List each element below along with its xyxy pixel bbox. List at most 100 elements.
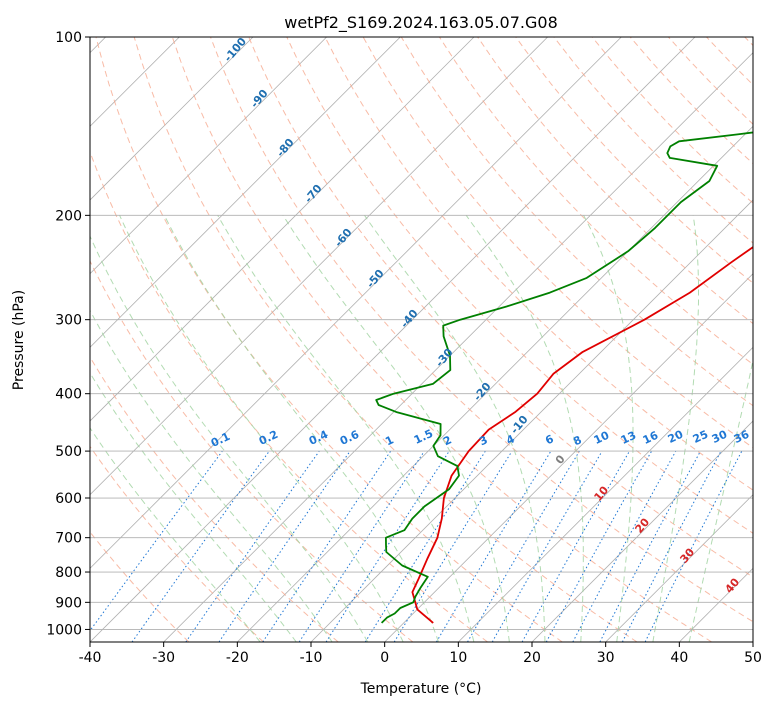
mixing-ratio-line <box>572 450 677 642</box>
dry-adiabat-line <box>90 531 190 642</box>
dewpoint-profile-line <box>375 131 753 624</box>
mixing-ratio-label: 0.6 <box>338 428 361 448</box>
dry-adiabat-line <box>210 37 753 623</box>
mixing-ratio-line <box>435 450 552 642</box>
mixing-ratio-label: 25 <box>691 428 710 446</box>
mixing-ratio-label: 0.2 <box>257 428 280 448</box>
dry-adiabat-label: 30 <box>677 545 697 565</box>
mixing-ratio-line <box>298 450 425 642</box>
mixing-ratio-line <box>90 450 223 632</box>
isotherm-line <box>605 494 753 642</box>
x-axis: -40 -30 -20 -10 0 10 20 30 40 50 <box>79 642 762 666</box>
x-tick-label: -40 <box>79 650 102 666</box>
dry-adiabat-line <box>324 37 753 491</box>
x-tick-label: -20 <box>226 650 249 666</box>
isotherm-line <box>90 37 254 201</box>
isotherm-line <box>90 37 622 569</box>
moist-adiabat-line <box>119 215 404 642</box>
moist-adiabat-line <box>90 309 333 642</box>
moist-adiabat-line <box>465 215 584 642</box>
isotherm-line <box>163 52 753 642</box>
mixing-ratio-line <box>262 450 392 642</box>
moist-adiabat-line <box>583 215 634 642</box>
dry-adiabat-line <box>515 37 753 284</box>
x-tick-label: 40 <box>670 650 688 666</box>
mixing-ratio-label: 16 <box>641 429 661 447</box>
plot-frame <box>89 36 754 643</box>
isotherm-line <box>90 37 327 275</box>
mixing-ratio-label: 30 <box>710 428 730 446</box>
mixing-ratio-label: 0.4 <box>307 428 330 448</box>
mixing-ratio-line <box>218 450 351 642</box>
dry-adiabat-line <box>553 37 753 244</box>
dry-adiabat-line <box>286 37 753 534</box>
dry-adiabat-label: 0 <box>553 452 568 466</box>
moist-adiabat-line <box>652 215 699 642</box>
dry-adiabat-label: 20 <box>632 515 652 535</box>
moist-adiabat-line <box>90 235 369 642</box>
y-tick-label: 700 <box>55 531 82 547</box>
moist-adiabat-line <box>90 427 261 642</box>
mixing-ratio-label: 6 <box>543 432 556 447</box>
y-axis-label: Pressure (hPa) <box>11 290 27 390</box>
mixing-ratio-label: 10 <box>592 429 612 447</box>
y-tick-label: 1000 <box>46 622 82 638</box>
dry-adiabat-label: -60 <box>332 226 355 250</box>
x-tick-label: 30 <box>597 650 615 666</box>
dry-adiabat-line <box>133 37 638 642</box>
y-tick-label: 200 <box>55 208 82 224</box>
mixing-ratio-line <box>545 450 653 642</box>
mixing-ratio-line <box>644 450 743 642</box>
x-tick-label: -30 <box>152 650 175 666</box>
mixing-ratio-line <box>131 450 270 642</box>
moist-adiabat-line <box>364 215 546 642</box>
isotherm-line <box>384 273 753 642</box>
mixing-ratio-label: 3 <box>477 433 489 448</box>
dry-adiabat-line <box>706 37 753 86</box>
mixing-ratio-label: 13 <box>619 429 638 447</box>
mixing-ratio-line <box>364 450 486 642</box>
mixing-ratio-label: 20 <box>666 428 686 446</box>
dry-adiabat-label: 10 <box>591 483 611 503</box>
dry-adiabat-label: -100 <box>221 35 249 65</box>
y-tick-label: 100 <box>55 30 82 46</box>
x-axis-label: Temperature (°C) <box>360 681 482 697</box>
dry-adiabat-label: -80 <box>274 136 297 160</box>
pressure-gridlines <box>90 36 753 630</box>
series-layer <box>375 131 753 624</box>
dry-adiabat-label: 40 <box>722 575 742 595</box>
dry-adiabat-line <box>744 37 753 47</box>
y-axis: 100 200 300 400 500 600 700 800 900 1000 <box>46 30 90 638</box>
moist-adiabat-line <box>217 215 475 642</box>
moist-adiabat-line <box>163 215 439 642</box>
isotherm-line <box>531 420 753 642</box>
mixing-ratio-label: 0.1 <box>209 430 232 450</box>
isotherm-line <box>90 37 401 348</box>
dry-adiabat-line <box>90 356 339 642</box>
temperature-profile-line <box>411 245 753 624</box>
mixing-ratio-line <box>521 450 630 642</box>
isotherm-line <box>90 37 696 642</box>
background-lines <box>90 37 753 642</box>
dry-adiabat-line <box>171 37 712 642</box>
dry-adiabat-label: -50 <box>364 267 387 291</box>
dry-adiabat-line <box>90 150 488 642</box>
chart-title: wetPf2_S169.2024.163.05.07.G08 <box>284 13 558 33</box>
line-labels: 0.1 0.2 0.4 0.6 1 1.5 2 3 4 6 8 10 13 16 20 25 30 36-100-… <box>209 35 752 596</box>
mixing-ratio-label: 36 <box>732 428 752 446</box>
x-tick-label: 50 <box>744 650 762 666</box>
y-tick-label: 900 <box>55 595 82 611</box>
mixing-ratio-label: 1.5 <box>412 427 435 447</box>
moist-adiabat-line <box>282 215 510 642</box>
y-tick-label: 800 <box>55 565 82 581</box>
y-tick-label: 400 <box>55 387 82 403</box>
moist-adiabat-line <box>90 371 297 642</box>
dry-adiabat-label: -20 <box>471 380 494 404</box>
y-tick-label: 500 <box>55 444 82 460</box>
isotherm-line <box>752 641 753 642</box>
mixing-ratio-label: 8 <box>571 433 583 448</box>
isotherm-line <box>310 199 753 642</box>
y-tick-label: 300 <box>55 313 82 329</box>
dry-adiabat-label: -40 <box>398 307 421 331</box>
